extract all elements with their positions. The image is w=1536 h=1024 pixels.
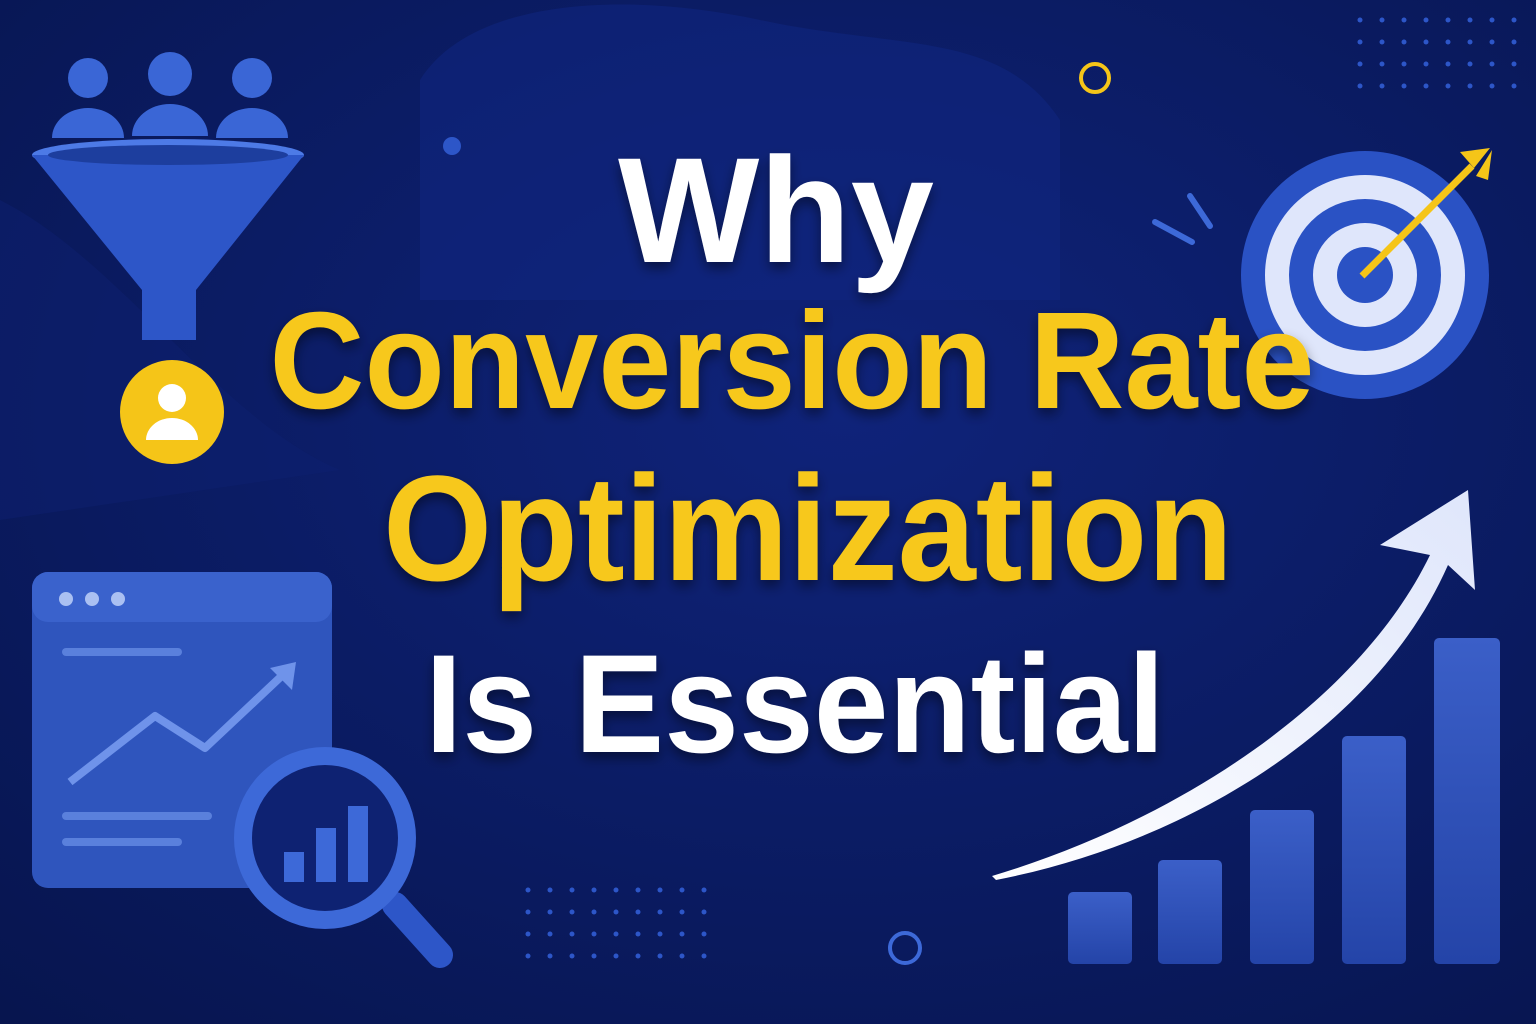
dot [1379, 39, 1385, 45]
dot [1489, 61, 1495, 67]
target-icon [1152, 148, 1492, 399]
dot [1401, 39, 1407, 45]
dot [613, 931, 619, 937]
dot [635, 953, 641, 959]
dot [1445, 61, 1451, 67]
dot [1423, 83, 1429, 89]
dot [1467, 17, 1473, 23]
dot [657, 931, 663, 937]
dot [657, 909, 663, 915]
dot [591, 909, 597, 915]
dot [569, 931, 575, 937]
dot [1401, 61, 1407, 67]
dot [1357, 39, 1363, 45]
dot [591, 953, 597, 959]
dot [591, 887, 597, 893]
dot [1511, 61, 1517, 67]
dot [1357, 17, 1363, 23]
title-line: Is Essential [425, 625, 1165, 782]
title-line: Optimization [383, 444, 1233, 612]
dot [1357, 61, 1363, 67]
dot [1379, 61, 1385, 67]
dot [701, 909, 707, 915]
dot [525, 887, 531, 893]
dot [569, 953, 575, 959]
title-line: Why [618, 126, 934, 294]
dot [1467, 83, 1473, 89]
dot [1467, 61, 1473, 67]
dot [1511, 39, 1517, 45]
dot [1357, 83, 1363, 89]
dot-grids [525, 17, 1517, 959]
dot [1511, 83, 1517, 89]
dot [1379, 83, 1385, 89]
dot [569, 887, 575, 893]
dot [657, 953, 663, 959]
dot [701, 931, 707, 937]
dot [525, 953, 531, 959]
dot [1467, 39, 1473, 45]
dot [569, 909, 575, 915]
dot [591, 931, 597, 937]
dot [1401, 83, 1407, 89]
dot [525, 909, 531, 915]
dot [635, 909, 641, 915]
dot [547, 953, 553, 959]
dot [547, 887, 553, 893]
title-line: Conversion Rate [270, 284, 1315, 438]
dot [1489, 83, 1495, 89]
dot [1489, 17, 1495, 23]
decor [443, 62, 1111, 965]
dot [701, 887, 707, 893]
blob [420, 4, 1060, 300]
dot [679, 887, 685, 893]
dot [701, 953, 707, 959]
dot [613, 953, 619, 959]
dot [1445, 83, 1451, 89]
magnifier-icon [234, 747, 453, 968]
blob [0, 200, 340, 520]
dot [635, 931, 641, 937]
title: Why Conversion Rate Optimization Is Esse… [270, 126, 1315, 782]
dot [525, 931, 531, 937]
dot [1379, 17, 1385, 23]
dot [1423, 17, 1429, 23]
dot [1401, 17, 1407, 23]
dot [547, 909, 553, 915]
dot [679, 909, 685, 915]
dot [1511, 17, 1517, 23]
dot [1423, 39, 1429, 45]
dot [1423, 61, 1429, 67]
funnel-icon [32, 52, 304, 464]
dot [679, 931, 685, 937]
dot [1445, 39, 1451, 45]
dot [1445, 17, 1451, 23]
dot [635, 887, 641, 893]
dot [657, 887, 663, 893]
dot [613, 887, 619, 893]
growth-graphic [992, 490, 1500, 964]
dot [679, 953, 685, 959]
dot [547, 931, 553, 937]
dot [1489, 39, 1495, 45]
dot [613, 909, 619, 915]
